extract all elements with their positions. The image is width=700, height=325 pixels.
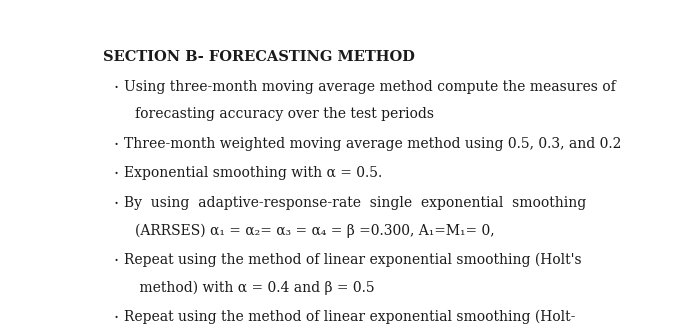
Text: ·: · xyxy=(113,196,119,213)
Text: Exponential smoothing with α = 0.5.: Exponential smoothing with α = 0.5. xyxy=(125,166,383,180)
Text: ·: · xyxy=(113,166,119,183)
Text: ·: · xyxy=(113,137,119,154)
Text: ·: · xyxy=(113,253,119,270)
Text: SECTION B- FORECASTING METHOD: SECTION B- FORECASTING METHOD xyxy=(103,50,414,64)
Text: Repeat using the method of linear exponential smoothing (Holt-: Repeat using the method of linear expone… xyxy=(125,310,576,324)
Text: Three-month weighted moving average method using 0.5, 0.3, and 0.2: Three-month weighted moving average meth… xyxy=(125,137,622,151)
Text: forecasting accuracy over the test periods: forecasting accuracy over the test perio… xyxy=(135,107,434,121)
Text: By  using  adaptive-response-rate  single  exponential  smoothing: By using adaptive-response-rate single e… xyxy=(125,196,587,210)
Text: ·: · xyxy=(113,310,119,325)
Text: (ARRSES) α₁ = α₂= α₃ = α₄ = β =0.300, A₁=M₁= 0,: (ARRSES) α₁ = α₂= α₃ = α₄ = β =0.300, A₁… xyxy=(135,223,495,238)
Text: method) with α = 0.4 and β = 0.5: method) with α = 0.4 and β = 0.5 xyxy=(135,280,375,295)
Text: ·: · xyxy=(113,80,119,97)
Text: Repeat using the method of linear exponential smoothing (Holt's: Repeat using the method of linear expone… xyxy=(125,253,582,267)
Text: Using three-month moving average method compute the measures of: Using three-month moving average method … xyxy=(125,80,616,94)
